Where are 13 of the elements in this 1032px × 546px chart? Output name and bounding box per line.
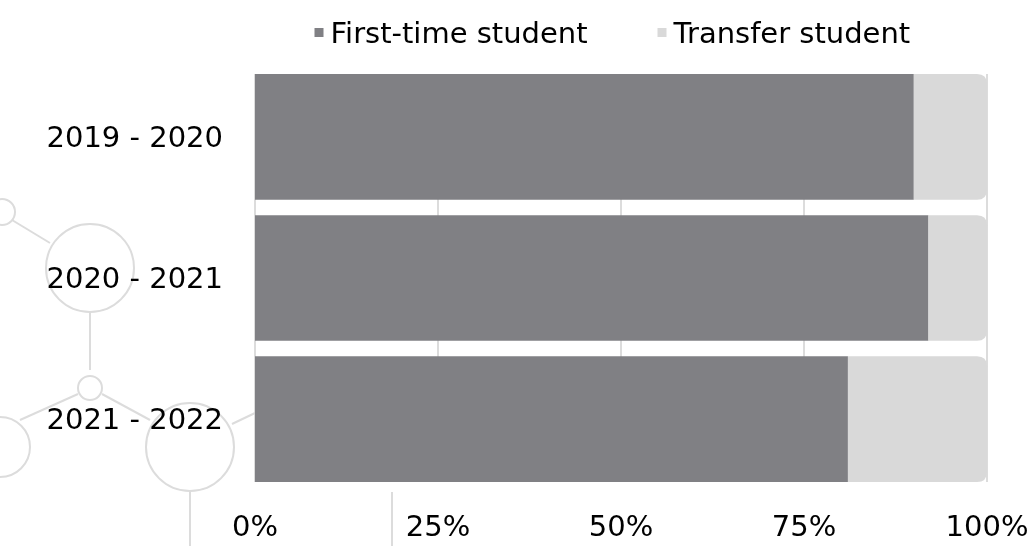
bar: [255, 356, 848, 482]
legend-label: Transfer student: [672, 16, 911, 50]
x-tick-label: 0%: [231, 509, 279, 543]
x-tick-label: 100%: [945, 509, 1029, 543]
bar: [255, 74, 914, 200]
x-tick-label: 75%: [771, 509, 837, 543]
y-tick-label: 2021 - 2022: [46, 402, 223, 437]
y-tick-label: 2020 - 2021: [46, 261, 223, 295]
x-tick-label: 25%: [405, 509, 471, 543]
y-tick-label: 2019 - 2020: [46, 119, 223, 154]
bar: [255, 215, 929, 341]
x-tick-label: 50%: [588, 509, 654, 543]
legend-label: First-time student: [330, 16, 588, 50]
